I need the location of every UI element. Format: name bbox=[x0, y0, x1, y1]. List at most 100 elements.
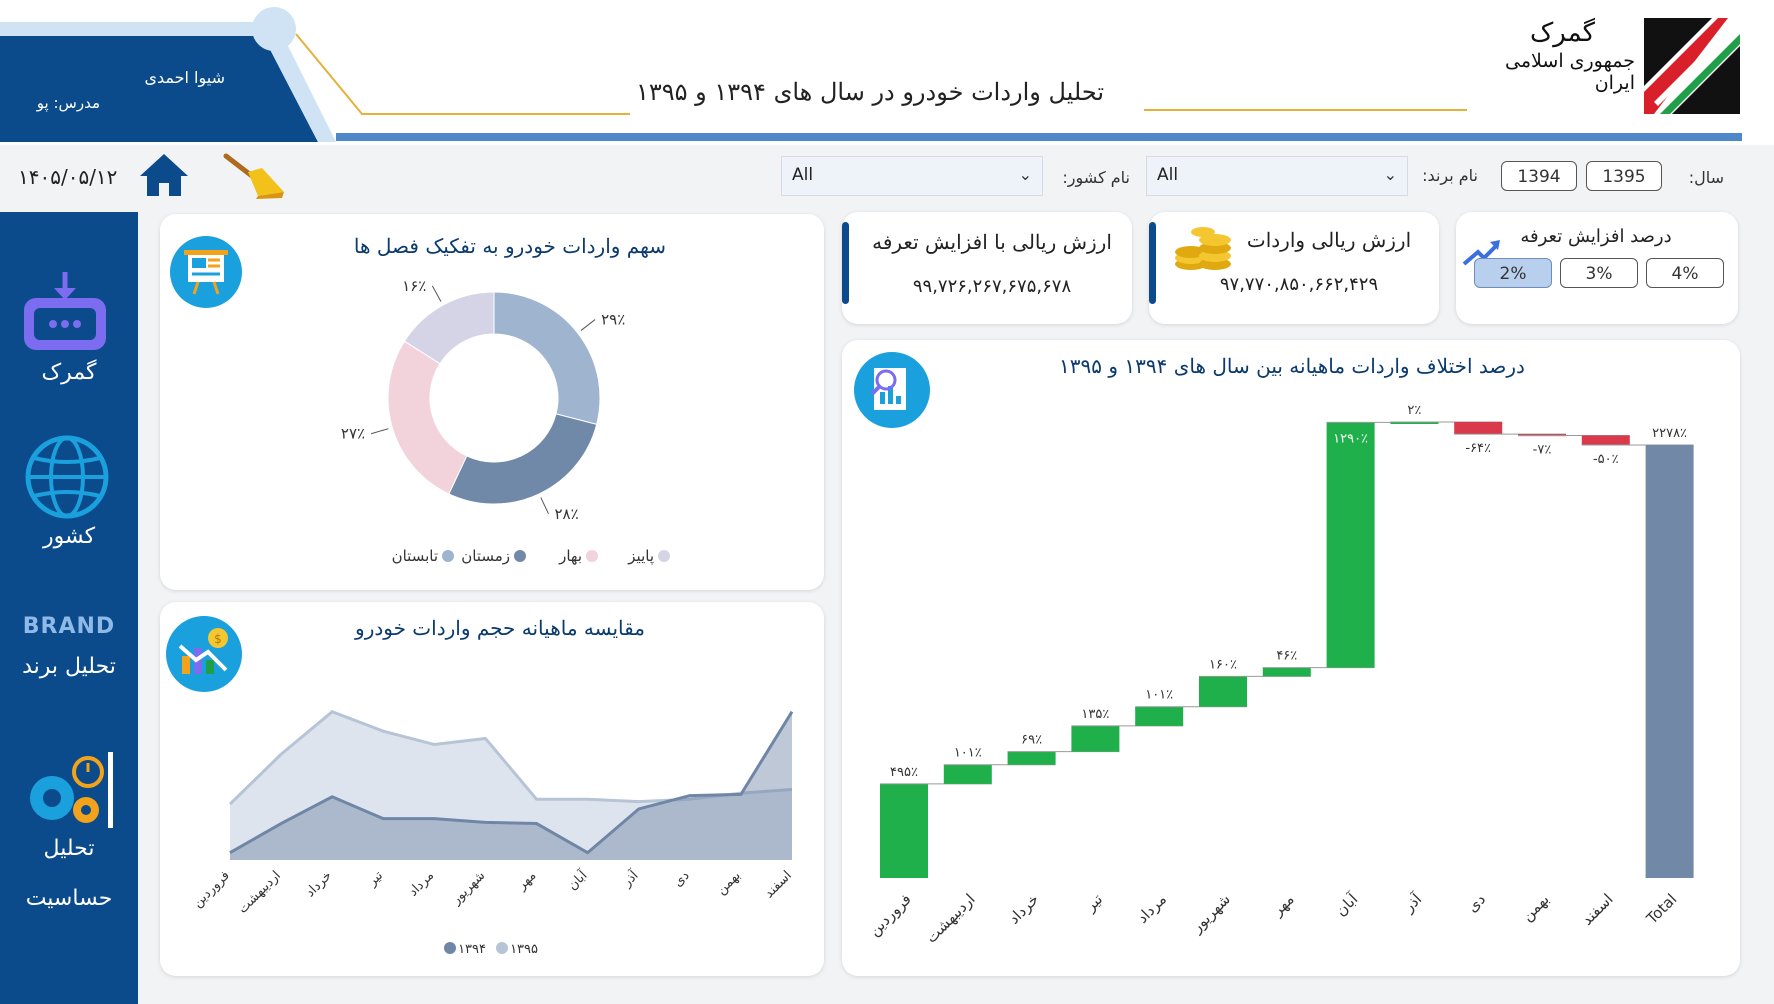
report-magnifier-icon bbox=[854, 352, 930, 428]
waterfall-bar bbox=[1262, 667, 1311, 677]
legend-marker bbox=[444, 942, 456, 954]
logo-text: گمرک جمهوری اسلامی ایران bbox=[1465, 18, 1635, 94]
customs-logo-icon bbox=[1644, 18, 1740, 114]
clear-filters-broom-icon[interactable] bbox=[218, 150, 288, 200]
sidebar-item-label-2: حساسیت bbox=[25, 886, 113, 911]
trend-up-icon bbox=[1462, 240, 1500, 266]
legend-label: زمستان bbox=[461, 547, 510, 565]
sidebar-item-brand[interactable]: BRAND تحلیل برند bbox=[0, 610, 138, 690]
series-line bbox=[228, 710, 793, 806]
season-donut-chart: ۲۹٪ ۲۸٪ ۲۷٪ ۱۶٪ پاییز بهار زمستان تابستان bbox=[341, 277, 670, 566]
x-tick-label: خرداد bbox=[303, 868, 335, 900]
x-tick-label: Total bbox=[1642, 890, 1680, 928]
country-label: نام کشور: bbox=[1062, 168, 1130, 187]
author-name: شیوا احمدی bbox=[144, 68, 225, 87]
slice-label: ۲۹٪ bbox=[601, 311, 625, 329]
tariff-2-button[interactable]: 2% bbox=[1474, 258, 1552, 288]
x-tick-label: تیر bbox=[1081, 890, 1106, 915]
chart-coin-icon: $ bbox=[166, 616, 242, 692]
globe-icon bbox=[25, 435, 109, 519]
x-tick-label: اردیبهشت bbox=[235, 868, 283, 916]
slice-label: ۲۸٪ bbox=[554, 505, 578, 523]
waterfall-bar bbox=[1454, 421, 1503, 435]
sidebar-item-customs[interactable]: گمرک bbox=[0, 270, 138, 400]
slice-label: ۱۶٪ bbox=[402, 277, 426, 295]
svg-text:$: $ bbox=[214, 632, 222, 646]
chevron-down-icon: ⌄ bbox=[1018, 165, 1032, 184]
kpi-title: ارزش ریالی واردات bbox=[1246, 228, 1412, 252]
waterfall-bar bbox=[1581, 435, 1630, 445]
kpi-value: ۹۹,۷۲۶,۲۶۷,۶۷۵,۶۷۸ bbox=[912, 276, 1072, 297]
waterfall-bar bbox=[1390, 421, 1439, 424]
chart-title: سهم واردات خودرو به تفکیک فصل ها bbox=[353, 234, 667, 258]
x-tick-label: خرداد bbox=[1005, 890, 1043, 928]
data-label: ۶۹٪ bbox=[1021, 733, 1042, 748]
waterfall-bar bbox=[1645, 444, 1694, 878]
x-tick-label: مهر bbox=[514, 868, 540, 894]
page-title: تحلیل واردات خودرو در سال های ۱۳۹۴ و ۱۳۹… bbox=[635, 78, 1105, 106]
chart-title: درصد اختلاف واردات ماهیانه بین سال های ۱… bbox=[1059, 354, 1525, 378]
sidebar-item-label: گمرک bbox=[41, 360, 97, 385]
legend-marker bbox=[658, 550, 670, 562]
area-fill bbox=[230, 711, 792, 860]
area-fill bbox=[230, 711, 792, 860]
waterfall-bar bbox=[1071, 725, 1120, 752]
x-tick-label: شهریور bbox=[448, 868, 488, 908]
kpi-accent-bar bbox=[1149, 222, 1156, 304]
date-text: ۱۴۰۵/۰۵/۱۲ bbox=[18, 165, 118, 189]
home-icon[interactable] bbox=[138, 152, 190, 198]
x-tick-label: آذر bbox=[618, 866, 643, 891]
tariff-3-button[interactable]: 3% bbox=[1560, 258, 1638, 288]
waterfall-bar bbox=[1007, 751, 1056, 765]
donut-slice bbox=[448, 413, 598, 505]
brand-label: نام برند: bbox=[1422, 166, 1478, 185]
data-label: ۱۲۹۰٪ bbox=[1333, 431, 1368, 446]
legend-label: تابستان bbox=[392, 547, 438, 565]
x-tick-label: شهریور bbox=[1187, 890, 1234, 937]
legend-marker bbox=[586, 550, 598, 562]
donut-slice bbox=[387, 340, 468, 495]
leader-line bbox=[431, 285, 442, 302]
chevron-down-icon: ⌄ bbox=[1383, 165, 1397, 184]
gears-icon bbox=[30, 752, 113, 828]
legend-marker bbox=[514, 550, 526, 562]
x-tick-label: دی bbox=[671, 868, 693, 890]
kpi-title: ارزش ریالی با افزایش تعرفه bbox=[872, 230, 1112, 254]
data-label: -۷٪ bbox=[1533, 442, 1552, 457]
x-tick-label: مهر bbox=[1268, 890, 1298, 920]
sidebar-item-sensitivity[interactable]: تحلیل حساسیت bbox=[0, 750, 138, 920]
data-label: ۲٪ bbox=[1407, 403, 1421, 418]
instructor: مدرس: پو bbox=[36, 94, 100, 112]
kpi-value: ۹۷,۷۷۰,۸۵۰,۶۶۲,۴۲۹ bbox=[1219, 274, 1379, 295]
logo-line1: گمرک bbox=[1529, 18, 1595, 48]
x-tick-label: اسفند bbox=[1578, 890, 1617, 929]
kpi-import-value-card: ارزش ریالی واردات ۹۷,۷۷۰,۸۵۰,۶۶۲,۴۲۹ bbox=[1149, 212, 1439, 324]
data-label: ۱۰۱٪ bbox=[1145, 688, 1173, 703]
data-label: ۴۹۵٪ bbox=[890, 765, 918, 780]
waterfall-bar bbox=[1199, 676, 1247, 707]
monthly-volume-card: $ مقایسه ماهیانه حجم واردات خودرو فروردی… bbox=[160, 602, 824, 976]
year-label: سال: bbox=[1688, 168, 1724, 187]
year-1395-button[interactable]: 1395 bbox=[1586, 161, 1662, 191]
monthly-diff-card: درصد اختلاف واردات ماهیانه بین سال های ۱… bbox=[842, 340, 1740, 976]
tariff-card: درصد افزایش تعرفه 2% 3% 4% bbox=[1456, 212, 1738, 324]
brand-dropdown[interactable]: All ⌄ bbox=[1146, 156, 1408, 196]
brand-dropdown-value: All bbox=[1157, 165, 1179, 185]
waterfall-bar bbox=[880, 783, 928, 878]
x-tick-label: آذر bbox=[1399, 890, 1426, 917]
data-label: ۴۶٪ bbox=[1276, 649, 1297, 664]
legend-label: پاییز bbox=[627, 547, 654, 566]
sidebar-item-country[interactable]: کشور bbox=[0, 434, 138, 559]
data-label: ۱۳۵٪ bbox=[1081, 707, 1109, 722]
leader-line bbox=[580, 319, 596, 331]
slice-label: ۲۷٪ bbox=[341, 425, 365, 443]
year-1394-button[interactable]: 1394 bbox=[1501, 161, 1577, 191]
legend-label: بهار bbox=[558, 547, 582, 565]
x-tick-label: آبان bbox=[564, 866, 592, 894]
waterfall-bar bbox=[943, 764, 992, 784]
tariff-4-button[interactable]: 4% bbox=[1646, 258, 1724, 288]
country-dropdown[interactable]: All ⌄ bbox=[781, 156, 1043, 196]
country-dropdown-value: All bbox=[792, 165, 814, 185]
presentation-board-icon bbox=[170, 236, 242, 308]
header-decoration bbox=[0, 7, 1742, 142]
